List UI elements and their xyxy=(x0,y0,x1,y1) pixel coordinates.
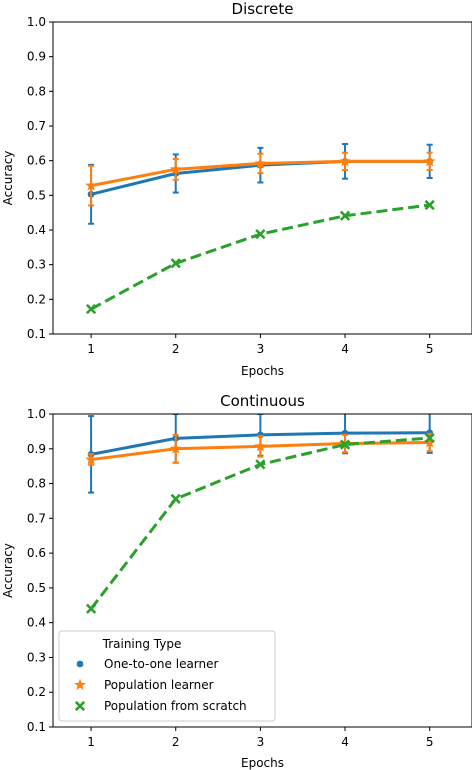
data-point xyxy=(85,179,97,191)
data-point xyxy=(255,229,266,240)
data-point xyxy=(424,199,435,211)
y-tick-label: 0.1 xyxy=(27,720,46,734)
x-tick-label: 1 xyxy=(87,735,95,749)
y-tick-label: 0.1 xyxy=(27,327,46,341)
y-axis-label: Accuracy xyxy=(1,543,15,598)
x-tick-label: 2 xyxy=(172,342,180,356)
data-point xyxy=(169,163,182,175)
y-tick-label: 0.9 xyxy=(27,50,46,64)
data-point xyxy=(339,155,351,167)
x-axis-label: Epochs xyxy=(241,756,284,770)
y-tick-label: 1.0 xyxy=(27,407,46,421)
data-point xyxy=(169,442,182,454)
y-tick-label: 0.7 xyxy=(27,119,46,133)
series-star xyxy=(85,151,436,207)
data-point xyxy=(423,436,436,448)
data-point xyxy=(339,210,351,221)
chart-title: Discrete xyxy=(232,0,294,18)
legend: Training Type One-to-one learner Populatio… xyxy=(58,630,276,722)
x-tick-label: 2 xyxy=(172,735,180,749)
y-tick-label: 0.4 xyxy=(27,223,46,237)
y-tick-label: 0.4 xyxy=(27,616,46,630)
y-tick-label: 1.0 xyxy=(27,15,46,29)
legend-label: Population from scratch xyxy=(104,699,247,713)
data-point xyxy=(254,440,267,452)
y-tick-label: 0.2 xyxy=(27,292,46,306)
y-tick-label: 0.6 xyxy=(27,154,46,168)
data-point xyxy=(255,459,266,470)
data-point xyxy=(254,157,267,169)
x-tick-label: 3 xyxy=(257,342,265,356)
chart-panel-1: Discrete 0.1 0.2 0.3 0.4 0.5 0.6 0.7 0.8 0.9 1.0 1 2… xyxy=(1,0,472,378)
plot-area xyxy=(85,143,436,315)
legend-marker xyxy=(74,678,86,691)
plot-frame xyxy=(52,413,472,728)
y-tick-label: 0.5 xyxy=(27,581,46,595)
y-tick-label: 0.5 xyxy=(27,188,46,202)
legend-label: Population learner xyxy=(104,678,214,692)
series-x xyxy=(85,199,435,315)
y-tick-label: 0.2 xyxy=(27,685,46,699)
series-x xyxy=(85,432,435,614)
legend-title: Training Type xyxy=(102,637,182,651)
x-axis-label: Epochs xyxy=(241,364,284,378)
y-tick-label: 0.3 xyxy=(27,650,46,664)
data-point xyxy=(85,303,97,315)
series-line xyxy=(90,203,430,311)
x-tick-label: 5 xyxy=(426,735,434,749)
y-tick-label: 0.9 xyxy=(27,442,46,456)
y-tick-label: 0.3 xyxy=(27,258,46,272)
legend-marker xyxy=(74,700,86,712)
data-point xyxy=(85,453,97,465)
data-point xyxy=(424,432,435,444)
plot-frame xyxy=(52,21,472,335)
data-point xyxy=(85,603,97,614)
chart-panel-2: Continuous 0.1 0.2 0.3 0.4 0.5 0.6 0.7 0.8 0.9 1.0… xyxy=(1,392,472,770)
x-tick-label: 4 xyxy=(341,735,349,749)
data-point xyxy=(423,155,436,167)
data-point xyxy=(170,258,181,269)
legend-box xyxy=(58,630,276,722)
y-tick-label: 0.8 xyxy=(27,84,46,98)
x-tick-label: 4 xyxy=(341,342,349,356)
legend-label: One-to-one learner xyxy=(104,657,219,671)
x-tick-label: 3 xyxy=(257,735,265,749)
chart-title: Continuous xyxy=(220,392,305,410)
y-tick-label: 0.6 xyxy=(27,546,46,560)
x-tick-label: 5 xyxy=(426,342,434,356)
y-axis-label: Accuracy xyxy=(1,151,15,206)
series-star xyxy=(85,432,436,466)
y-tick-label: 0.7 xyxy=(27,511,46,525)
y-tick-label: 0.8 xyxy=(27,477,46,491)
plot-area xyxy=(85,414,436,614)
series-circle xyxy=(87,414,434,494)
x-tick-label: 1 xyxy=(87,342,95,356)
legend-marker xyxy=(76,660,84,668)
data-point xyxy=(339,439,351,450)
data-point xyxy=(170,493,181,504)
